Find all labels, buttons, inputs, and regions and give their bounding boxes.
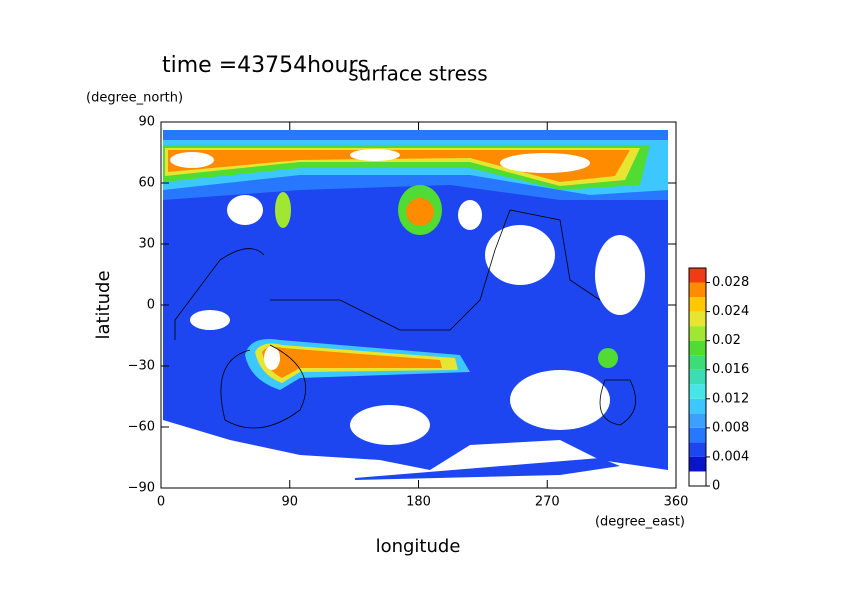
x-tick-label: 270 — [535, 495, 560, 510]
colorbar-band — [689, 413, 706, 428]
field-blob — [262, 346, 442, 378]
y-units: (degree_north) — [86, 91, 183, 106]
x-tick-label: 0 — [157, 495, 165, 510]
colorbar-frame — [688, 267, 707, 487]
y-tick-label: −30 — [128, 359, 155, 374]
coastline — [174, 209, 637, 429]
field-hole — [350, 149, 400, 161]
contour-field — [163, 130, 668, 480]
colorbar-band — [689, 427, 706, 443]
colorbar-band — [689, 442, 706, 457]
field-strip — [355, 458, 620, 480]
y-axis-label: latitude — [93, 270, 114, 339]
subtitle: time =43754hours — [162, 53, 369, 78]
colorbar-tick-label: 0.028 — [712, 275, 749, 290]
colorbar-tick-label: 0.004 — [712, 449, 749, 464]
field-hole — [500, 153, 590, 173]
x-tick-label: 360 — [664, 495, 689, 510]
colorbar-band — [689, 326, 706, 341]
x-units: (degree_east) — [595, 515, 685, 530]
colorbar-band — [689, 456, 706, 472]
colorbar-tick-label: 0.008 — [712, 420, 749, 435]
colorbar-band — [689, 398, 706, 414]
y-tick-label: 90 — [138, 115, 155, 130]
colorbar-tick-label: 0.016 — [712, 362, 749, 377]
y-tick-label: −60 — [128, 420, 155, 435]
y-tick-label: 30 — [138, 237, 155, 252]
colorbar-band — [689, 282, 706, 298]
y-tick-label: 60 — [138, 176, 155, 191]
colorbar-band — [689, 340, 706, 356]
colorbar-band — [689, 268, 706, 283]
colorbar-tick-label: 0.012 — [712, 391, 749, 406]
colorbar-band — [689, 384, 706, 399]
field-hole — [510, 370, 610, 430]
field-hole — [227, 195, 263, 225]
field-hole — [595, 235, 645, 315]
colorbar-band — [689, 297, 706, 312]
y-tick-label: −90 — [128, 481, 155, 496]
colorbar-tick-label: 0.02 — [712, 333, 741, 348]
y-tick-label: 0 — [147, 298, 155, 313]
field-hole — [485, 225, 555, 285]
x-axis-label: longitude — [376, 536, 461, 557]
field-blob — [598, 348, 618, 368]
colorbar-tick-label: 0 — [712, 479, 720, 494]
x-tick-label: 90 — [281, 495, 298, 510]
field-blob — [275, 192, 291, 228]
field-hole — [170, 152, 214, 168]
field-hole — [458, 200, 482, 230]
colorbar-band — [689, 369, 706, 385]
chart-title: surface stress — [348, 62, 487, 86]
x-tick-label: 180 — [406, 495, 431, 510]
colorbar-band — [689, 471, 706, 486]
field-hole — [350, 405, 430, 445]
colorbar-tick-label: 0.024 — [712, 304, 749, 319]
field-hole — [264, 346, 280, 370]
colorbar-band — [689, 355, 706, 370]
colorbar-band — [689, 311, 706, 327]
field-blob — [406, 198, 434, 226]
field-hole — [190, 310, 230, 330]
